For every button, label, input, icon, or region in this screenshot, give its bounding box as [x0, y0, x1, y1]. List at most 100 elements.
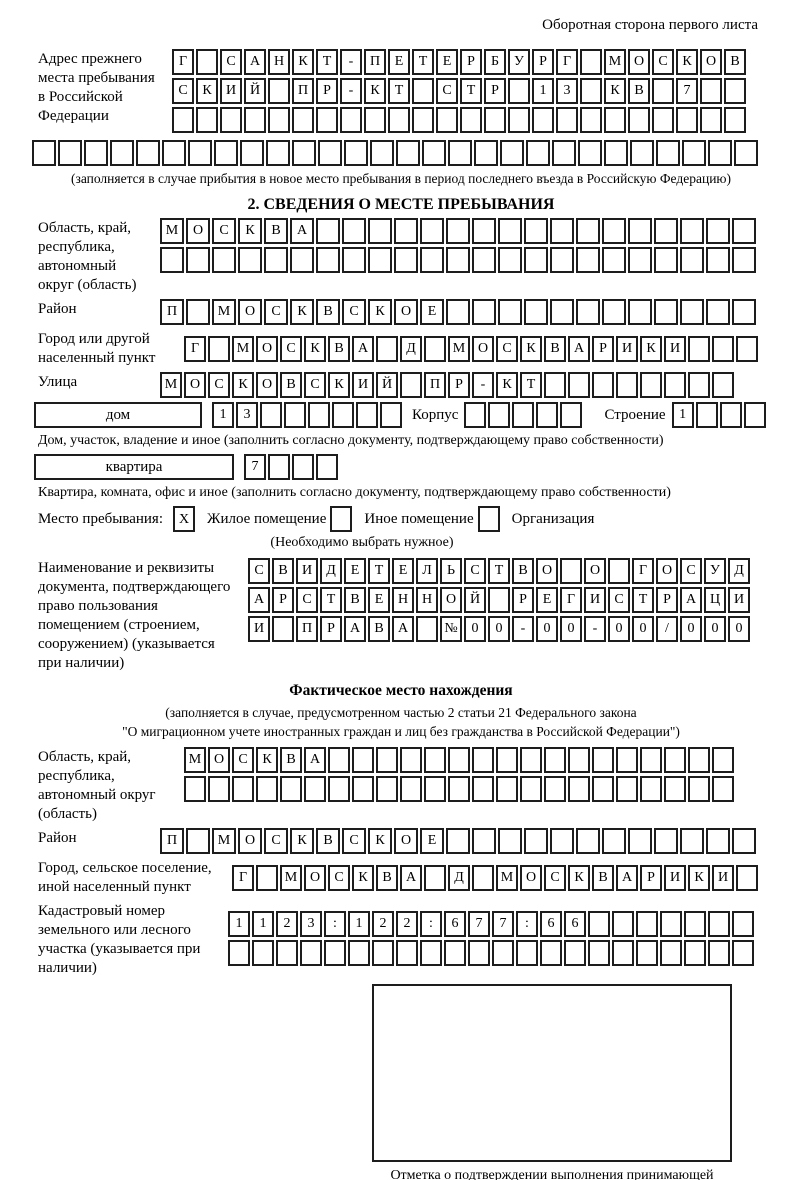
char-cell[interactable]	[688, 335, 710, 362]
char-cell[interactable]	[576, 299, 600, 325]
char-cell[interactable]	[84, 140, 108, 166]
char-cell[interactable]: А	[244, 49, 266, 75]
char-cell[interactable]	[260, 402, 282, 428]
char-cell[interactable]	[616, 747, 638, 773]
char-cell[interactable]: О	[186, 218, 210, 244]
char-cell[interactable]: Р	[316, 78, 338, 104]
char-cell[interactable]: С	[264, 828, 288, 854]
char-cell[interactable]	[712, 776, 734, 802]
char-cell[interactable]	[712, 335, 734, 362]
char-cell[interactable]: В	[316, 828, 340, 854]
char-cell[interactable]	[396, 140, 420, 166]
char-cell[interactable]: Р	[272, 587, 294, 613]
char-cell[interactable]: П	[160, 828, 184, 854]
char-cell[interactable]: Г	[556, 49, 578, 75]
char-cell[interactable]: О	[238, 828, 262, 854]
char-cell[interactable]	[498, 218, 522, 244]
char-cell[interactable]: К	[368, 299, 392, 325]
char-cell[interactable]	[212, 247, 236, 273]
char-cell[interactable]	[492, 939, 514, 966]
char-cell[interactable]: С	[248, 558, 270, 584]
char-cell[interactable]: /	[656, 616, 678, 642]
char-cell[interactable]: Д	[320, 558, 342, 584]
char-cell[interactable]: С	[296, 587, 318, 613]
char-cell[interactable]	[732, 828, 756, 854]
char-cell[interactable]: М	[448, 335, 470, 362]
char-cell[interactable]	[664, 776, 686, 802]
char-cell[interactable]: М	[604, 49, 626, 75]
char-cell[interactable]: И	[296, 558, 318, 584]
char-cell[interactable]: В	[280, 747, 302, 773]
char-cell[interactable]	[580, 107, 602, 133]
char-cell[interactable]	[188, 140, 212, 166]
char-cell[interactable]	[526, 140, 550, 166]
char-cell[interactable]: 1	[532, 78, 554, 104]
char-cell[interactable]: Р	[640, 864, 662, 891]
char-cell[interactable]: Е	[392, 558, 414, 584]
char-cell[interactable]	[368, 247, 392, 273]
char-cell[interactable]: А	[400, 864, 422, 891]
char-cell[interactable]	[290, 247, 314, 273]
char-cell[interactable]: П	[364, 49, 386, 75]
char-cell[interactable]	[508, 107, 530, 133]
char-cell[interactable]: №	[440, 616, 462, 642]
char-cell[interactable]	[524, 828, 548, 854]
char-cell[interactable]	[732, 299, 756, 325]
char-cell[interactable]: С	[342, 828, 366, 854]
char-cell[interactable]: Г	[632, 558, 654, 584]
char-cell[interactable]: Е	[536, 587, 558, 613]
char-cell[interactable]	[172, 107, 194, 133]
char-cell[interactable]: С	[232, 747, 254, 773]
char-cell[interactable]: О	[520, 864, 542, 891]
char-cell[interactable]	[268, 454, 290, 480]
char-cell[interactable]: А	[290, 218, 314, 244]
char-cell[interactable]: Т	[412, 49, 434, 75]
char-cell[interactable]: В	[592, 864, 614, 891]
char-cell[interactable]: С	[304, 372, 326, 398]
char-cell[interactable]: У	[508, 49, 530, 75]
char-cell[interactable]	[636, 910, 658, 937]
char-cell[interactable]	[608, 558, 630, 584]
char-cell[interactable]: К	[352, 864, 374, 891]
char-cell[interactable]: М	[280, 864, 302, 891]
char-cell[interactable]: В	[512, 558, 534, 584]
char-cell[interactable]	[628, 247, 652, 273]
char-cell[interactable]	[208, 776, 230, 802]
char-cell[interactable]: О	[472, 335, 494, 362]
char-cell[interactable]	[214, 140, 238, 166]
char-cell[interactable]	[162, 140, 186, 166]
char-cell[interactable]: О	[256, 372, 278, 398]
char-cell[interactable]	[484, 107, 506, 133]
char-cell[interactable]	[636, 939, 658, 966]
char-cell[interactable]	[240, 140, 264, 166]
char-cell[interactable]	[688, 776, 710, 802]
char-cell[interactable]	[352, 747, 374, 773]
char-cell[interactable]	[420, 247, 444, 273]
char-cell[interactable]	[472, 864, 494, 891]
char-cell[interactable]	[550, 299, 574, 325]
char-cell[interactable]	[496, 776, 518, 802]
char-cell[interactable]	[446, 247, 470, 273]
char-cell[interactable]: Д	[448, 864, 470, 891]
char-cell[interactable]	[328, 776, 350, 802]
char-cell[interactable]: О	[184, 372, 206, 398]
char-cell[interactable]	[460, 107, 482, 133]
char-cell[interactable]	[604, 107, 626, 133]
char-cell[interactable]: Т	[368, 558, 390, 584]
char-cell[interactable]	[348, 939, 370, 966]
char-cell[interactable]	[550, 247, 574, 273]
char-cell[interactable]: К	[238, 218, 262, 244]
char-cell[interactable]	[628, 299, 652, 325]
char-cell[interactable]: -	[340, 78, 362, 104]
char-cell[interactable]	[472, 828, 496, 854]
char-cell[interactable]	[446, 828, 470, 854]
char-cell[interactable]	[488, 402, 511, 428]
char-cell[interactable]	[688, 747, 710, 773]
char-cell[interactable]	[560, 402, 583, 428]
char-cell[interactable]	[252, 939, 274, 966]
char-cell[interactable]	[592, 747, 614, 773]
char-cell[interactable]	[344, 140, 368, 166]
char-cell[interactable]	[654, 247, 678, 273]
char-cell[interactable]	[706, 828, 730, 854]
char-cell[interactable]	[680, 828, 704, 854]
